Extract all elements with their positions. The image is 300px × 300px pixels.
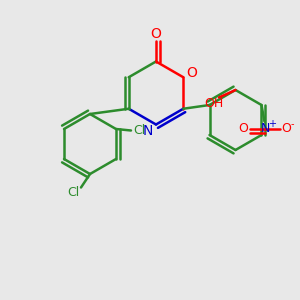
Text: O: O [186,66,197,80]
Text: Cl: Cl [133,124,145,137]
Text: O: O [238,122,248,136]
Text: N: N [260,122,270,136]
Text: O: O [282,122,292,136]
Text: Cl: Cl [68,186,80,199]
Text: -: - [291,119,294,130]
Text: +: + [268,119,276,130]
Text: OH: OH [204,97,224,110]
Text: O: O [151,27,161,41]
Text: N: N [142,124,153,138]
